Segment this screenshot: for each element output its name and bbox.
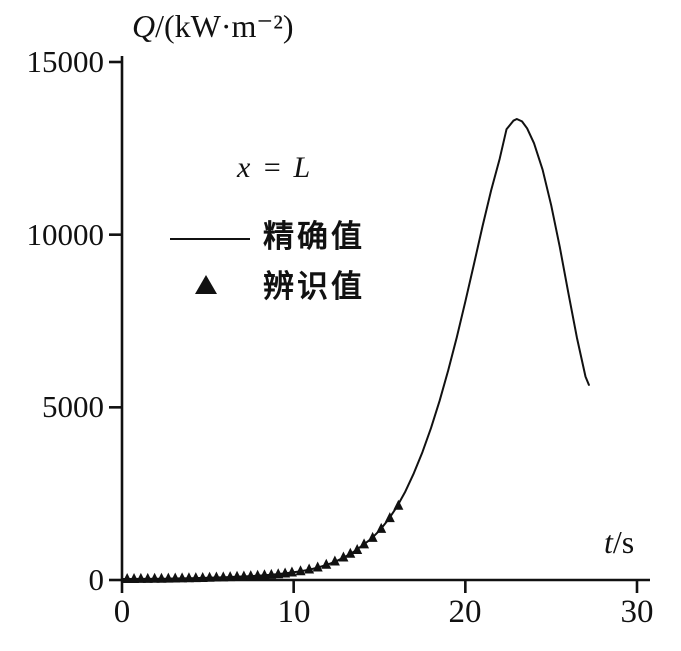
y-axis-units: /(kW·m⁻²) bbox=[155, 8, 294, 44]
x-tick-label-20: 20 bbox=[448, 594, 482, 630]
identified-value-marker bbox=[266, 568, 277, 579]
identified-value-marker bbox=[129, 572, 140, 583]
identified-value-marker bbox=[352, 543, 363, 554]
identified-value-marker bbox=[273, 568, 284, 579]
identified-value-marker bbox=[286, 566, 297, 577]
x-tick-label-30: 30 bbox=[620, 594, 654, 630]
identified-value-marker bbox=[197, 571, 208, 582]
y-tick-label-15000: 15000 bbox=[26, 44, 105, 79]
y-axis-variable: Q bbox=[132, 8, 156, 44]
axes bbox=[120, 56, 650, 582]
identified-value-marker bbox=[280, 567, 291, 578]
identified-value-marker bbox=[135, 572, 146, 583]
y-tick-label-5000: 5000 bbox=[42, 389, 104, 424]
x-axis-units: /s bbox=[612, 524, 635, 560]
identified-value-marker bbox=[170, 572, 181, 583]
y-axis-title: Q/(kW·m⁻²) bbox=[132, 8, 294, 44]
x-axis-title: t/s bbox=[604, 524, 634, 560]
identified-value-marker bbox=[295, 565, 306, 576]
identified-value-marker bbox=[156, 572, 167, 583]
legend-triangle-marker-icon bbox=[195, 275, 217, 294]
identified-value-marker bbox=[321, 558, 332, 569]
identified-value-marker bbox=[122, 572, 133, 583]
identified-value-marker bbox=[252, 569, 263, 580]
x-tick-label-10: 10 bbox=[277, 594, 311, 630]
identified-value-marker bbox=[190, 572, 201, 583]
legend-line-sample-icon bbox=[170, 238, 250, 240]
identified-value-marker bbox=[149, 572, 160, 583]
exact-value-curve bbox=[121, 118, 590, 580]
y-tick-label-10000: 10000 bbox=[26, 217, 105, 252]
identified-value-marker bbox=[142, 572, 153, 583]
identified-value-marker bbox=[329, 555, 340, 566]
identified-value-marker bbox=[163, 572, 174, 583]
y-tick-label-0: 0 bbox=[88, 562, 105, 597]
identified-value-marker bbox=[211, 571, 222, 582]
identified-value-marker bbox=[232, 570, 243, 581]
identified-value-marker bbox=[367, 531, 378, 542]
identified-value-marker bbox=[177, 572, 188, 583]
identified-value-marker bbox=[218, 571, 229, 582]
legend-label-exact: 精确值 bbox=[263, 219, 365, 254]
identified-value-marker bbox=[238, 570, 249, 581]
identified-value-marker bbox=[376, 522, 387, 533]
legend-label-identified: 辨识值 bbox=[263, 269, 365, 304]
identified-value-marker bbox=[183, 572, 194, 583]
identified-value-marker bbox=[204, 571, 215, 582]
identified-value-marker bbox=[259, 569, 270, 580]
identified-value-marker bbox=[312, 561, 323, 572]
identified-value-marker bbox=[338, 551, 349, 562]
identified-value-marker bbox=[345, 547, 356, 558]
identified-value-marker bbox=[225, 571, 236, 582]
identified-value-marker bbox=[304, 563, 315, 574]
identified-value-marker bbox=[393, 499, 404, 510]
identified-value-marker bbox=[359, 538, 370, 549]
x-axis-variable: t bbox=[604, 524, 613, 560]
identified-value-marker bbox=[245, 570, 256, 581]
x-tick-label-0: 0 bbox=[113, 594, 131, 630]
annotation-x-equals-L: x = L bbox=[237, 151, 313, 184]
identified-value-marker bbox=[384, 512, 395, 523]
